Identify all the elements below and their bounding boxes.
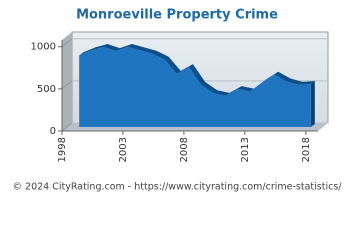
chart: Monroeville Property Crime © 2024 CityRa…	[13, 8, 343, 193]
y-tick-label: 0	[50, 126, 56, 137]
x-tick-label: 1998	[57, 137, 68, 162]
x-tick-label: 2013	[240, 137, 251, 162]
x-tick-label: 2003	[118, 137, 129, 162]
chart-title: Monroeville Property Crime	[76, 8, 278, 23]
footer: © 2024 CityRating.com - https://www.city…	[13, 182, 343, 193]
area-side	[310, 81, 315, 127]
grid-line	[61, 38, 73, 48]
y-tick-label: 1000	[31, 42, 56, 53]
grid-line	[61, 122, 73, 132]
x-tick-label: 2018	[301, 137, 312, 162]
grid-line	[61, 80, 73, 90]
left-wall	[62, 32, 72, 131]
y-tick-label: 500	[37, 84, 56, 95]
x-tick-label: 2008	[179, 137, 190, 162]
area	[79, 46, 311, 127]
